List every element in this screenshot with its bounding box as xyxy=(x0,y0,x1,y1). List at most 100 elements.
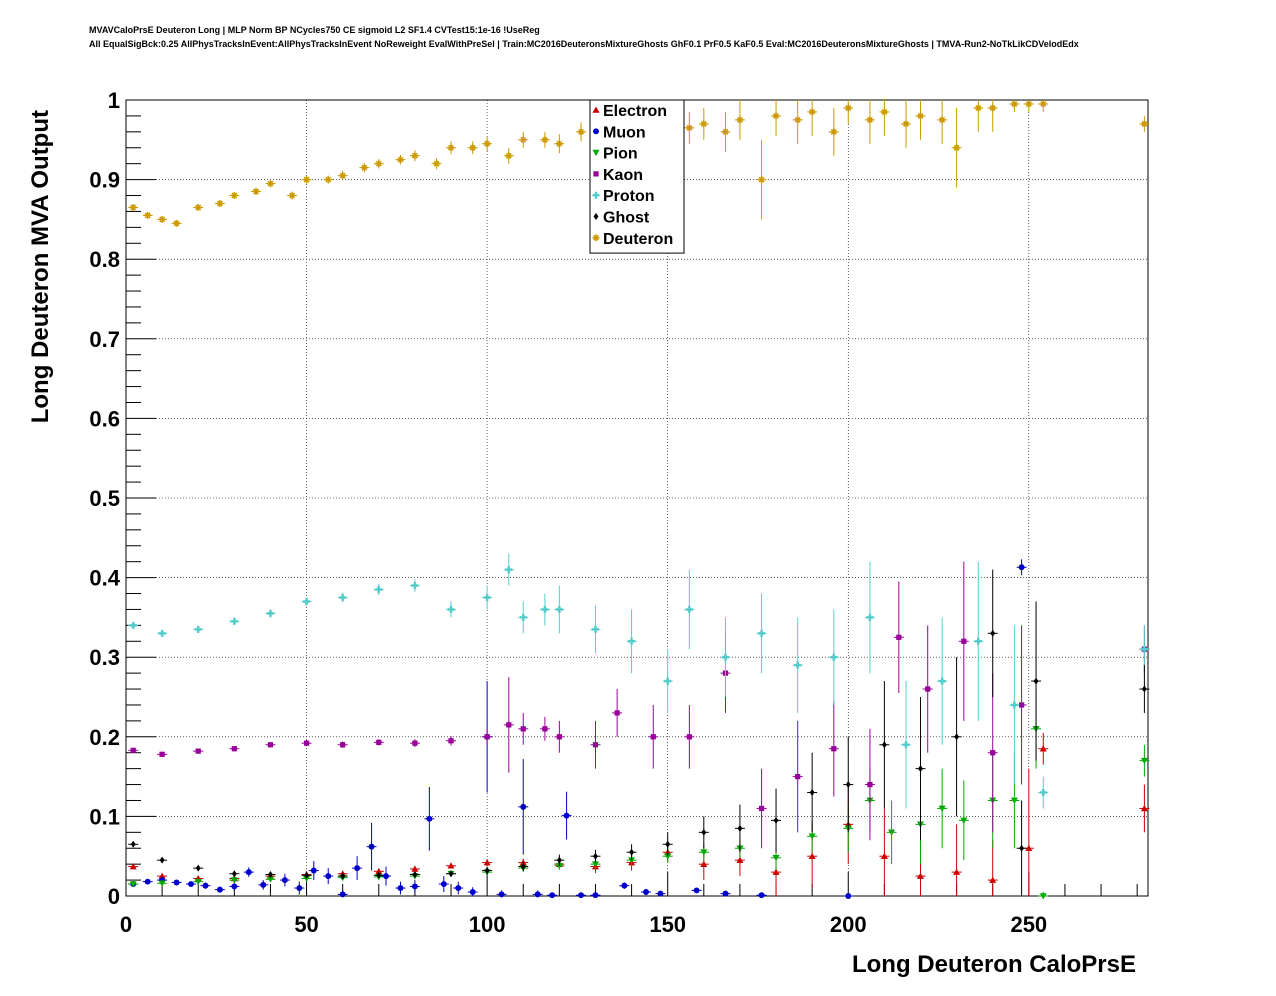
data-point xyxy=(1010,701,1018,709)
data-point xyxy=(845,781,851,789)
data-point xyxy=(519,136,527,144)
data-point xyxy=(881,741,887,749)
y-tick-label: 0.5 xyxy=(89,486,120,511)
data-point xyxy=(830,128,838,136)
data-point xyxy=(867,781,873,788)
data-point xyxy=(880,108,888,116)
data-point xyxy=(925,686,931,692)
y-tick-label: 0.2 xyxy=(89,725,120,750)
data-point xyxy=(772,868,780,875)
data-point xyxy=(721,653,729,661)
legend-marker-muon xyxy=(593,128,599,135)
data-point xyxy=(339,594,347,601)
data-point xyxy=(916,112,924,120)
data-point xyxy=(303,597,311,605)
data-point xyxy=(230,617,238,625)
data-point xyxy=(245,869,252,876)
data-point xyxy=(866,613,874,621)
data-point xyxy=(340,872,346,880)
data-point xyxy=(830,653,838,661)
series-pion xyxy=(128,689,1150,900)
data-point xyxy=(686,734,692,740)
legend-label-deuteron: Deuteron xyxy=(603,231,673,248)
data-point xyxy=(974,104,982,112)
data-point xyxy=(340,742,346,748)
data-point xyxy=(448,738,454,744)
data-point xyxy=(288,192,296,200)
data-point xyxy=(339,172,347,180)
data-point xyxy=(216,886,223,893)
x-tick-label: 200 xyxy=(830,912,867,937)
data-point xyxy=(304,871,310,879)
data-point xyxy=(266,876,274,883)
data-point xyxy=(990,629,996,637)
data-point xyxy=(433,160,441,168)
data-point xyxy=(376,739,382,745)
data-point xyxy=(591,625,599,633)
data-point xyxy=(831,746,837,752)
data-point xyxy=(1019,844,1025,852)
data-point xyxy=(483,859,491,866)
data-point xyxy=(267,742,274,748)
data-point xyxy=(506,722,512,728)
legend-marker-pion xyxy=(592,149,600,157)
data-point xyxy=(173,879,180,886)
data-point xyxy=(736,856,744,863)
data-point xyxy=(281,877,288,884)
data-point xyxy=(129,881,137,888)
data-point xyxy=(195,748,201,754)
data-point xyxy=(593,852,598,860)
data-points xyxy=(128,100,1150,900)
legend-marker-electron xyxy=(592,106,600,113)
data-point xyxy=(772,854,780,862)
data-point xyxy=(303,875,311,882)
y-tick-label: 0.4 xyxy=(89,566,120,591)
data-point xyxy=(505,566,513,574)
x-tick-label: 100 xyxy=(469,912,506,937)
data-point xyxy=(758,629,766,637)
data-point xyxy=(592,742,599,748)
data-point xyxy=(194,625,202,633)
y-tick-label: 0.3 xyxy=(89,645,120,670)
data-point xyxy=(938,116,946,124)
data-point xyxy=(1010,797,1018,804)
series-kaon xyxy=(128,561,1150,849)
data-point xyxy=(989,104,997,112)
data-point xyxy=(216,199,224,207)
data-point xyxy=(1140,757,1148,765)
data-point xyxy=(1039,100,1047,108)
data-point xyxy=(483,140,491,148)
x-tick-label: 250 xyxy=(1010,912,1047,937)
data-point xyxy=(1018,564,1025,571)
legend-box xyxy=(589,99,685,254)
data-point xyxy=(376,871,382,879)
data-point xyxy=(520,726,526,732)
data-point xyxy=(990,750,996,756)
data-point xyxy=(455,885,462,892)
data-point xyxy=(665,840,671,848)
data-point xyxy=(383,873,389,880)
legend-label-pion: Pion xyxy=(603,146,638,163)
data-point xyxy=(700,120,708,128)
data-point xyxy=(375,867,383,875)
data-point xyxy=(555,605,563,613)
data-point xyxy=(866,116,874,124)
legend-label-proton: Proton xyxy=(603,188,655,205)
data-point xyxy=(953,868,961,875)
x-axis-title: Long Deuteron CaloPrsE xyxy=(852,951,1136,978)
data-point xyxy=(339,891,346,898)
series-electron xyxy=(128,732,1150,896)
data-point xyxy=(447,144,455,152)
data-point xyxy=(325,873,332,880)
data-point xyxy=(188,881,194,888)
data-point xyxy=(938,805,946,812)
data-point xyxy=(700,849,708,856)
data-point xyxy=(664,853,672,860)
y-tick-label: 0.6 xyxy=(89,406,120,431)
x-tick-label: 50 xyxy=(294,912,318,937)
data-point xyxy=(360,164,368,172)
y-tick-label: 0.1 xyxy=(89,804,120,829)
data-point xyxy=(974,637,982,645)
data-point xyxy=(555,140,563,148)
data-point xyxy=(772,112,780,120)
